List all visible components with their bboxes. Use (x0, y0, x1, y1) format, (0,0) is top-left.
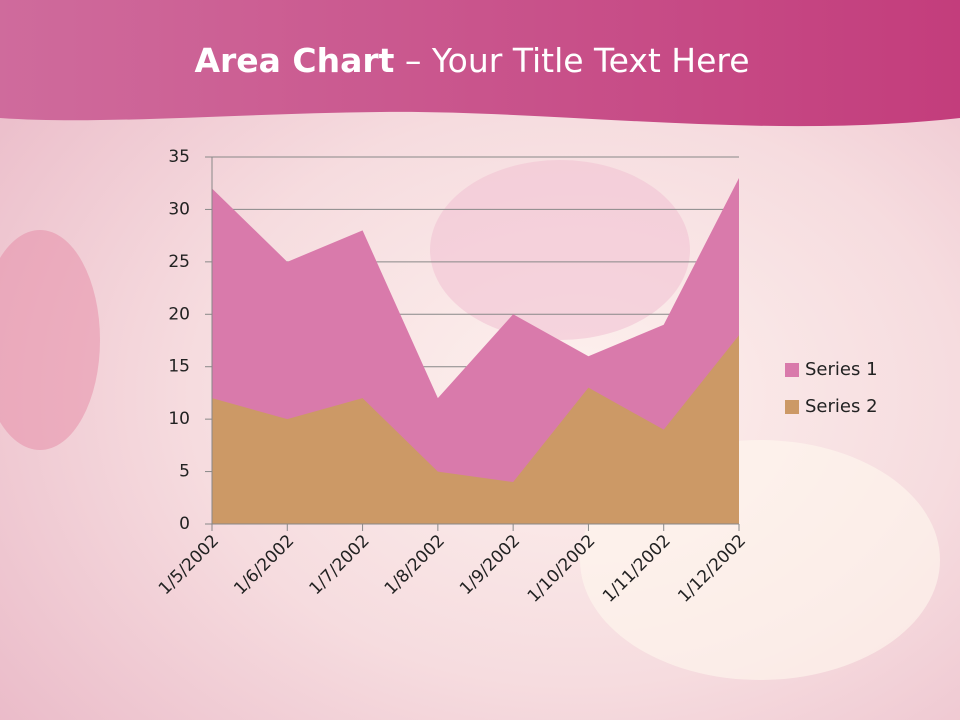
legend-swatch (785, 363, 799, 377)
y-tick-label: 0 (179, 514, 190, 534)
y-tick-label: 10 (168, 409, 190, 429)
title-rest: – Your Title Text Here (394, 41, 749, 80)
legend-label: Series 2 (805, 396, 878, 417)
y-tick-label: 35 (168, 147, 190, 167)
area (212, 335, 739, 524)
y-tick-label: 15 (168, 357, 190, 377)
title-bold: Area Chart (194, 41, 394, 80)
y-tick-label: 25 (168, 252, 190, 272)
y-tick-label: 20 (168, 304, 190, 324)
y-tick-label: 30 (168, 199, 190, 219)
decoration (0, 230, 100, 450)
legend-swatch (785, 400, 799, 414)
legend-label: Series 1 (805, 359, 878, 380)
decoration (430, 160, 690, 340)
slide-title: Area Chart – Your Title Text Here (194, 41, 749, 80)
header-band (0, 0, 960, 127)
y-tick-label: 5 (179, 462, 190, 482)
